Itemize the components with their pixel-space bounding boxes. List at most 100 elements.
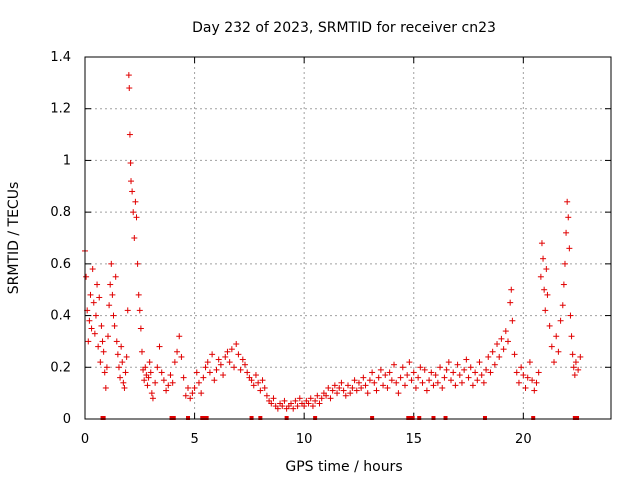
data-point — [347, 390, 354, 397]
data-points — [82, 72, 584, 420]
data-point — [404, 372, 411, 379]
data-point — [134, 260, 141, 267]
data-point — [165, 382, 172, 389]
data-point — [220, 372, 227, 379]
zero-point — [572, 416, 577, 420]
data-point — [577, 353, 584, 360]
x-tick-label: 10 — [296, 432, 313, 447]
data-point — [274, 405, 281, 412]
y-tick-label: 1.4 — [50, 50, 71, 65]
data-point — [126, 131, 133, 138]
data-point — [369, 369, 376, 376]
data-point — [96, 294, 103, 301]
data-point — [132, 198, 139, 205]
data-point — [542, 307, 549, 314]
zero-point — [171, 416, 176, 420]
data-point — [101, 369, 108, 376]
data-point — [450, 369, 457, 376]
data-point — [338, 379, 345, 386]
data-point — [217, 361, 224, 368]
data-point — [125, 72, 132, 79]
data-point — [529, 377, 536, 384]
data-point — [301, 403, 308, 410]
data-point — [384, 384, 391, 391]
data-point — [408, 377, 415, 384]
data-point — [307, 395, 314, 402]
zero-point — [313, 416, 318, 420]
data-point — [204, 359, 211, 366]
data-point — [570, 364, 577, 371]
data-point — [122, 369, 129, 376]
axes: 0 0.2 0.4 0.6 0.8 1 1.2 1.4 0 5 10 15 20 — [50, 50, 611, 447]
data-point — [419, 379, 426, 386]
data-point — [553, 333, 560, 340]
data-point — [507, 299, 514, 306]
data-point — [145, 374, 152, 381]
data-point — [88, 325, 95, 332]
data-point — [296, 395, 303, 402]
data-point — [106, 302, 113, 309]
data-point — [371, 379, 378, 386]
data-point — [465, 374, 472, 381]
data-point — [565, 214, 572, 221]
data-point — [567, 312, 574, 319]
data-point — [318, 395, 325, 402]
data-point — [233, 341, 240, 348]
data-point — [152, 379, 159, 386]
data-point — [421, 366, 428, 373]
data-point — [105, 333, 112, 340]
data-point — [485, 353, 492, 360]
data-point — [146, 359, 153, 366]
data-point — [144, 382, 151, 389]
data-point — [281, 397, 288, 404]
data-point — [94, 281, 101, 288]
data-point — [410, 369, 417, 376]
data-point — [513, 369, 520, 376]
data-point — [469, 382, 476, 389]
chart-title: Day 232 of 2023, SRMTID for receiver cn2… — [192, 20, 496, 36]
data-point — [160, 377, 167, 384]
data-point — [478, 372, 485, 379]
data-point — [515, 379, 522, 386]
zero-point — [406, 416, 411, 420]
data-point — [569, 351, 576, 358]
data-point — [239, 356, 246, 363]
data-point — [426, 377, 433, 384]
data-point — [213, 366, 220, 373]
x-tick-label: 15 — [405, 432, 422, 447]
data-point — [103, 364, 110, 371]
data-point — [198, 390, 205, 397]
data-point — [395, 390, 402, 397]
data-point — [120, 379, 127, 386]
data-point — [331, 382, 338, 389]
data-point — [99, 338, 106, 345]
data-point — [336, 384, 343, 391]
data-point — [305, 400, 312, 407]
data-point — [290, 405, 297, 412]
data-point — [452, 382, 459, 389]
data-point — [117, 374, 124, 381]
data-point — [430, 382, 437, 389]
data-point — [154, 364, 161, 371]
data-point — [228, 346, 235, 353]
data-point — [112, 273, 119, 280]
data-point — [136, 307, 143, 314]
data-point — [380, 382, 387, 389]
data-point — [141, 377, 148, 384]
data-point — [472, 369, 479, 376]
data-point — [518, 364, 525, 371]
data-point — [511, 351, 518, 358]
data-point — [111, 322, 118, 329]
data-point — [458, 379, 465, 386]
data-point — [353, 387, 360, 394]
data-point — [200, 374, 207, 381]
data-point — [373, 387, 380, 394]
data-point — [566, 245, 573, 252]
data-point — [572, 359, 579, 366]
data-point — [250, 382, 257, 389]
data-point — [355, 379, 362, 386]
data-point — [252, 372, 259, 379]
data-point — [90, 299, 97, 306]
data-point — [351, 377, 358, 384]
